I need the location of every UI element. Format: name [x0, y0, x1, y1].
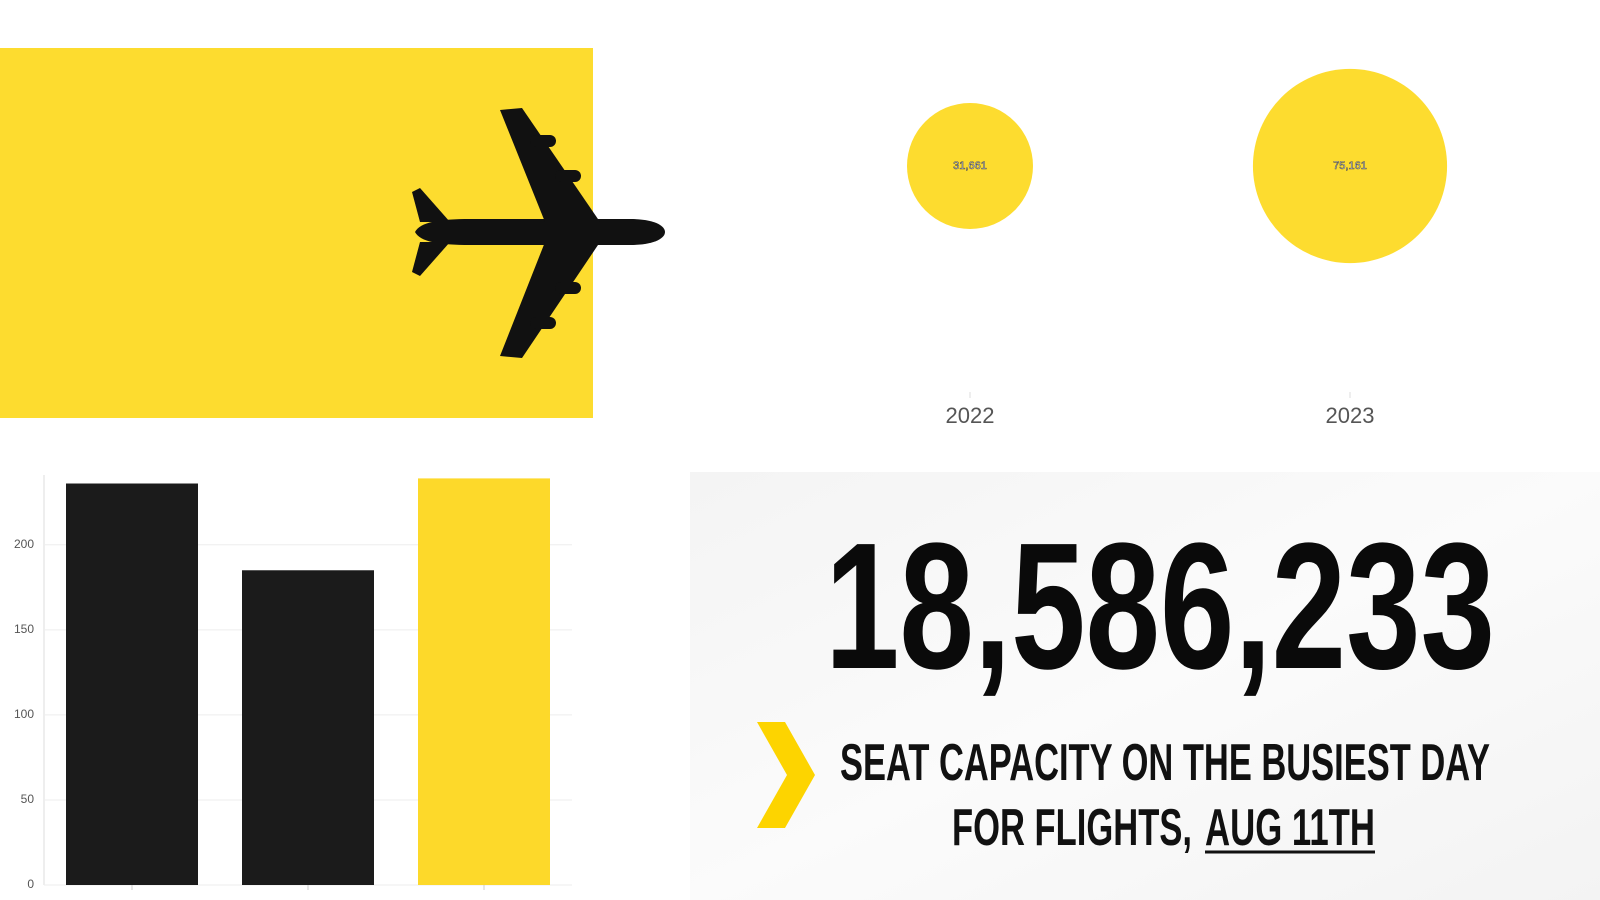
y-tick-label: 0	[27, 877, 34, 891]
y-tick-label: 50	[21, 792, 35, 806]
y-tick-label: 200	[14, 537, 34, 551]
stat-value: 18,586,233	[825, 506, 1495, 707]
bubble	[1252, 68, 1448, 264]
bar	[242, 570, 374, 885]
stat-highlight: AUG 11TH	[1205, 799, 1375, 857]
x-tick-label: 2023	[1326, 403, 1375, 428]
bar	[418, 478, 550, 885]
bar	[66, 483, 198, 885]
x-tick-label: 2022	[946, 403, 995, 428]
y-tick-label: 150	[14, 622, 34, 636]
y-tick-label: 100	[14, 707, 34, 721]
bubble-label: 75,161	[1333, 160, 1367, 172]
bubble	[906, 102, 1034, 230]
stat-caption: FOR FLIGHTS,	[952, 799, 1192, 857]
bubble-label: 31,661	[953, 160, 987, 172]
chevron	[757, 722, 815, 828]
plane-icon	[412, 108, 665, 358]
stat-caption: SEAT CAPACITY ON THE BUSIEST DAY	[840, 734, 1490, 792]
stat-panel	[690, 472, 1600, 900]
